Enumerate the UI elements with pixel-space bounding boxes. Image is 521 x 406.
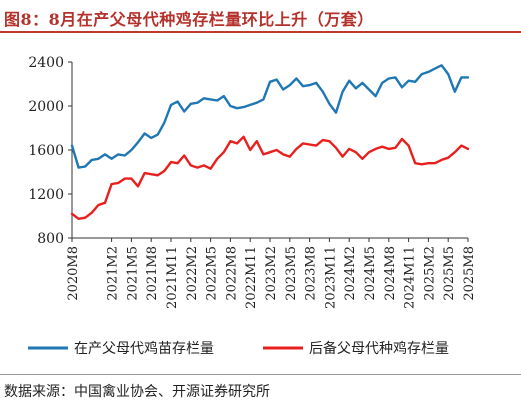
x-tick-label: 2021M11 xyxy=(165,246,180,309)
x-tick-label: 2023M2 xyxy=(264,246,279,301)
legend-label-1: 在产父母代鸡苗存栏量 xyxy=(74,340,214,357)
x-tick-label: 2022M11 xyxy=(244,246,259,309)
x-tick-label: 2021M5 xyxy=(125,246,140,301)
title-rule xyxy=(0,31,521,33)
y-tick-label: 2000 xyxy=(28,99,64,115)
figure-title: 图8：8月在产父母代种鸡存栏量环比上升（万套） xyxy=(4,10,374,29)
x-tick-label: 2020M8 xyxy=(66,246,81,301)
legend-label-2: 后备父母代种鸡存栏量 xyxy=(309,340,449,357)
x-tick-label: 2021M8 xyxy=(145,246,160,301)
x-tick-label: 2022M5 xyxy=(205,246,220,301)
y-tick-label: 2400 xyxy=(28,55,64,71)
x-tick-label: 2023M11 xyxy=(323,246,338,309)
x-tick-label: 2024M5 xyxy=(363,246,378,301)
x-tick-label: 2025M8 xyxy=(462,246,477,301)
source-note: 数据来源：中国禽业协会、开源证券研究所 xyxy=(4,384,270,400)
chart-legend: 在产父母代鸡苗存栏量 后备父母代种鸡存栏量 xyxy=(28,340,449,357)
x-tick-label: 2024M11 xyxy=(403,246,418,309)
x-tick-label: 2025M5 xyxy=(442,246,457,301)
y-tick-label: 1200 xyxy=(28,187,64,203)
x-tick-label: 2023M8 xyxy=(304,246,319,301)
x-tick-label: 2024M2 xyxy=(343,246,358,301)
source-rule xyxy=(0,374,521,375)
y-tick-label: 1600 xyxy=(28,143,64,159)
line-chart: 800 1200 1600 2000 2400 2020M8 2021M2 2021M5 202… xyxy=(28,55,477,357)
y-tick-label: 800 xyxy=(37,231,64,247)
x-tick-label: 2022M8 xyxy=(224,246,239,301)
x-tick-label: 2025M2 xyxy=(422,246,437,301)
x-tick-label: 2022M2 xyxy=(185,246,200,301)
plot-area: 800 1200 1600 2000 2400 2020M8 2021M2 2021M5 202… xyxy=(28,55,477,309)
x-tick-label: 2021M2 xyxy=(106,246,121,301)
x-tick-label: 2023M5 xyxy=(284,246,299,301)
x-tick-label: 2024M8 xyxy=(383,246,398,301)
